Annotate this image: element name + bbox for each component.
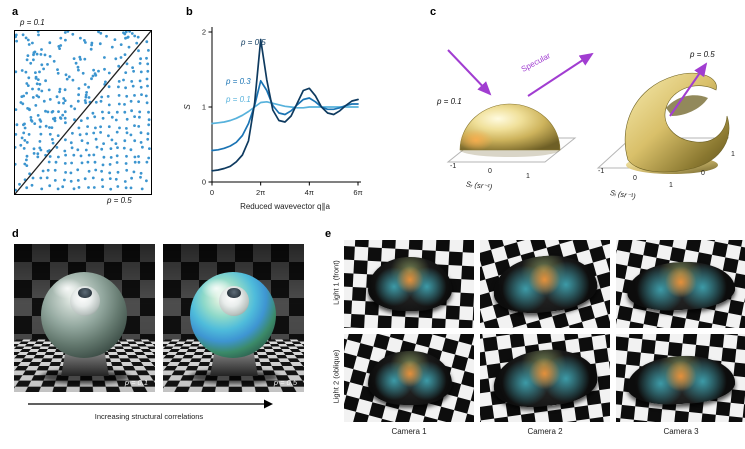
inner-sphere (70, 286, 100, 316)
incident-arrow (447, 49, 492, 96)
car-front-view (368, 257, 452, 311)
curve-label-p03: p = 0.3 (226, 77, 251, 86)
brdf-lobes-plot (446, 49, 730, 174)
curve-label-p01: p = 0.1 (226, 95, 251, 104)
panel-c-label: c (430, 6, 437, 18)
scene-caption-p05: p = 0.5 (273, 378, 297, 387)
right-tick-0: 0 (633, 175, 637, 182)
svg-text:2: 2 (202, 28, 206, 37)
svg-text:0: 0 (210, 188, 214, 197)
car-render-light1-camera3 (616, 240, 745, 328)
left-tick-m1: -1 (450, 163, 457, 170)
left-tick-1: 1 (526, 173, 530, 180)
point-pattern-plot (13, 30, 152, 195)
scene-caption-p01: p = 0.1 (124, 378, 148, 387)
col-label-camera1: Camera 1 (391, 427, 427, 436)
car-render-light1-camera2 (480, 240, 610, 328)
col-label-camera2: Camera 2 (527, 427, 563, 436)
car-front-view (368, 351, 452, 405)
panel-d-label: d (12, 228, 19, 240)
panel-a-p-bottom: p = 0.5 (107, 196, 132, 205)
panel-b-label: b (186, 6, 193, 18)
panel-a-p-top: p = 0.1 (20, 18, 45, 27)
right-tick-1: 1 (669, 182, 673, 189)
render-ornament-p01: p = 0.1 (14, 244, 155, 392)
inner-sphere (219, 286, 249, 316)
svg-text:0: 0 (202, 178, 206, 187)
car-render-light2-camera2 (480, 334, 610, 422)
svg-text:1: 1 (202, 103, 206, 112)
right-tick-m1: -1 (598, 168, 605, 175)
car-render-light2-camera3 (616, 334, 745, 422)
panel-a-label: a (12, 6, 19, 18)
lobe-fold-shadow (666, 95, 708, 116)
car-render-grid (344, 240, 745, 422)
correlation-arrow (28, 399, 273, 409)
brdf-lobe-p05 (624, 72, 730, 173)
left-tick-0: 0 (488, 168, 492, 175)
row-label-light1: Light 1 (front) (331, 260, 341, 305)
right-side-tick-0: 0 (701, 170, 705, 177)
render-ornament-p05: p = 0.5 (163, 244, 304, 392)
svg-text:S: S (183, 104, 192, 110)
correlation-arrow-caption: Increasing structural correlations (94, 412, 204, 421)
brdf-p05-label: p = 0.5 (690, 50, 715, 59)
car-render-light2-camera1 (344, 334, 474, 422)
col-label-camera3: Camera 3 (663, 427, 699, 436)
svg-text:Reduced wavevector q∥a: Reduced wavevector q∥a (240, 202, 330, 211)
curve-label-p05: p = 0.5 (241, 38, 266, 47)
dome-orange-highlight (459, 129, 493, 151)
car-render-light1-camera1 (344, 240, 474, 328)
svg-text:6π: 6π (353, 188, 362, 197)
brdf-p01-label: p = 0.1 (437, 97, 462, 106)
panel-e-label: e (325, 228, 332, 240)
right-side-tick-1: 1 (731, 151, 735, 158)
svg-text:2π: 2π (256, 188, 265, 197)
svg-text:4π: 4π (305, 188, 314, 197)
specular-arrow-right (669, 62, 708, 117)
row-label-light2: Light 2 (oblique) (331, 349, 341, 404)
structure-factor-chart: 0 1 2 0 2π 4π 6π S Reduced wavevector q∥a (183, 27, 363, 211)
specular-arrow (527, 52, 594, 97)
point-pattern-dots (13, 30, 152, 195)
